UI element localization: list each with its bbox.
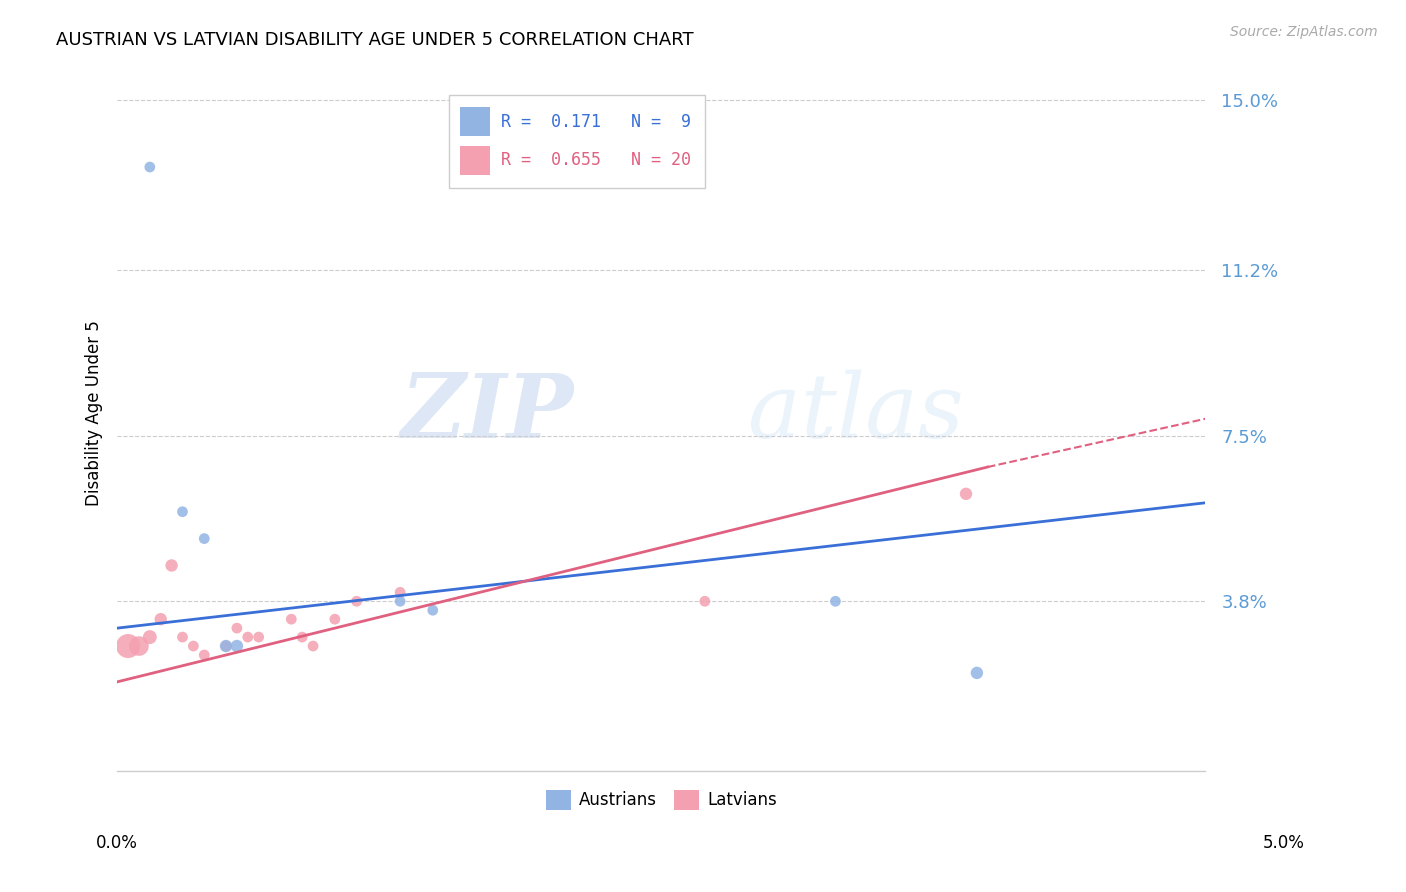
Point	[693, 594, 716, 608]
Legend: Austrians, Latvians: Austrians, Latvians	[538, 783, 783, 817]
Point	[172, 505, 194, 519]
Text: atlas: atlas	[748, 370, 965, 457]
Text: AUSTRIAN VS LATVIAN DISABILITY AGE UNDER 5 CORRELATION CHART: AUSTRIAN VS LATVIAN DISABILITY AGE UNDER…	[56, 31, 695, 49]
Point	[225, 639, 247, 653]
Y-axis label: Disability Age Under 5: Disability Age Under 5	[86, 320, 103, 506]
Point	[193, 648, 215, 662]
Bar	[460, 107, 491, 136]
Point	[291, 630, 314, 644]
Bar	[460, 146, 491, 175]
Point	[139, 160, 162, 174]
Point	[149, 612, 172, 626]
Point	[280, 612, 302, 626]
FancyBboxPatch shape	[449, 95, 704, 187]
Text: 5.0%: 5.0%	[1263, 834, 1305, 852]
Point	[139, 630, 162, 644]
Point	[302, 639, 325, 653]
Text: Source: ZipAtlas.com: Source: ZipAtlas.com	[1230, 25, 1378, 39]
Point	[824, 594, 846, 608]
Point	[955, 487, 977, 501]
Point	[247, 630, 270, 644]
Point	[389, 594, 412, 608]
Point	[172, 630, 194, 644]
Point	[966, 665, 988, 680]
Point	[160, 558, 183, 573]
Text: R =  0.171   N =  9: R = 0.171 N = 9	[502, 112, 692, 131]
Point	[117, 639, 139, 653]
Point	[215, 639, 238, 653]
Point	[236, 630, 259, 644]
Point	[128, 639, 150, 653]
Text: R =  0.655   N = 20: R = 0.655 N = 20	[502, 152, 692, 169]
Point	[346, 594, 368, 608]
Point	[323, 612, 346, 626]
Point	[422, 603, 444, 617]
Point	[193, 532, 215, 546]
Point	[215, 639, 238, 653]
Text: ZIP: ZIP	[401, 370, 574, 457]
Text: 0.0%: 0.0%	[96, 834, 138, 852]
Point	[389, 585, 412, 599]
Point	[225, 621, 247, 635]
Point	[183, 639, 205, 653]
